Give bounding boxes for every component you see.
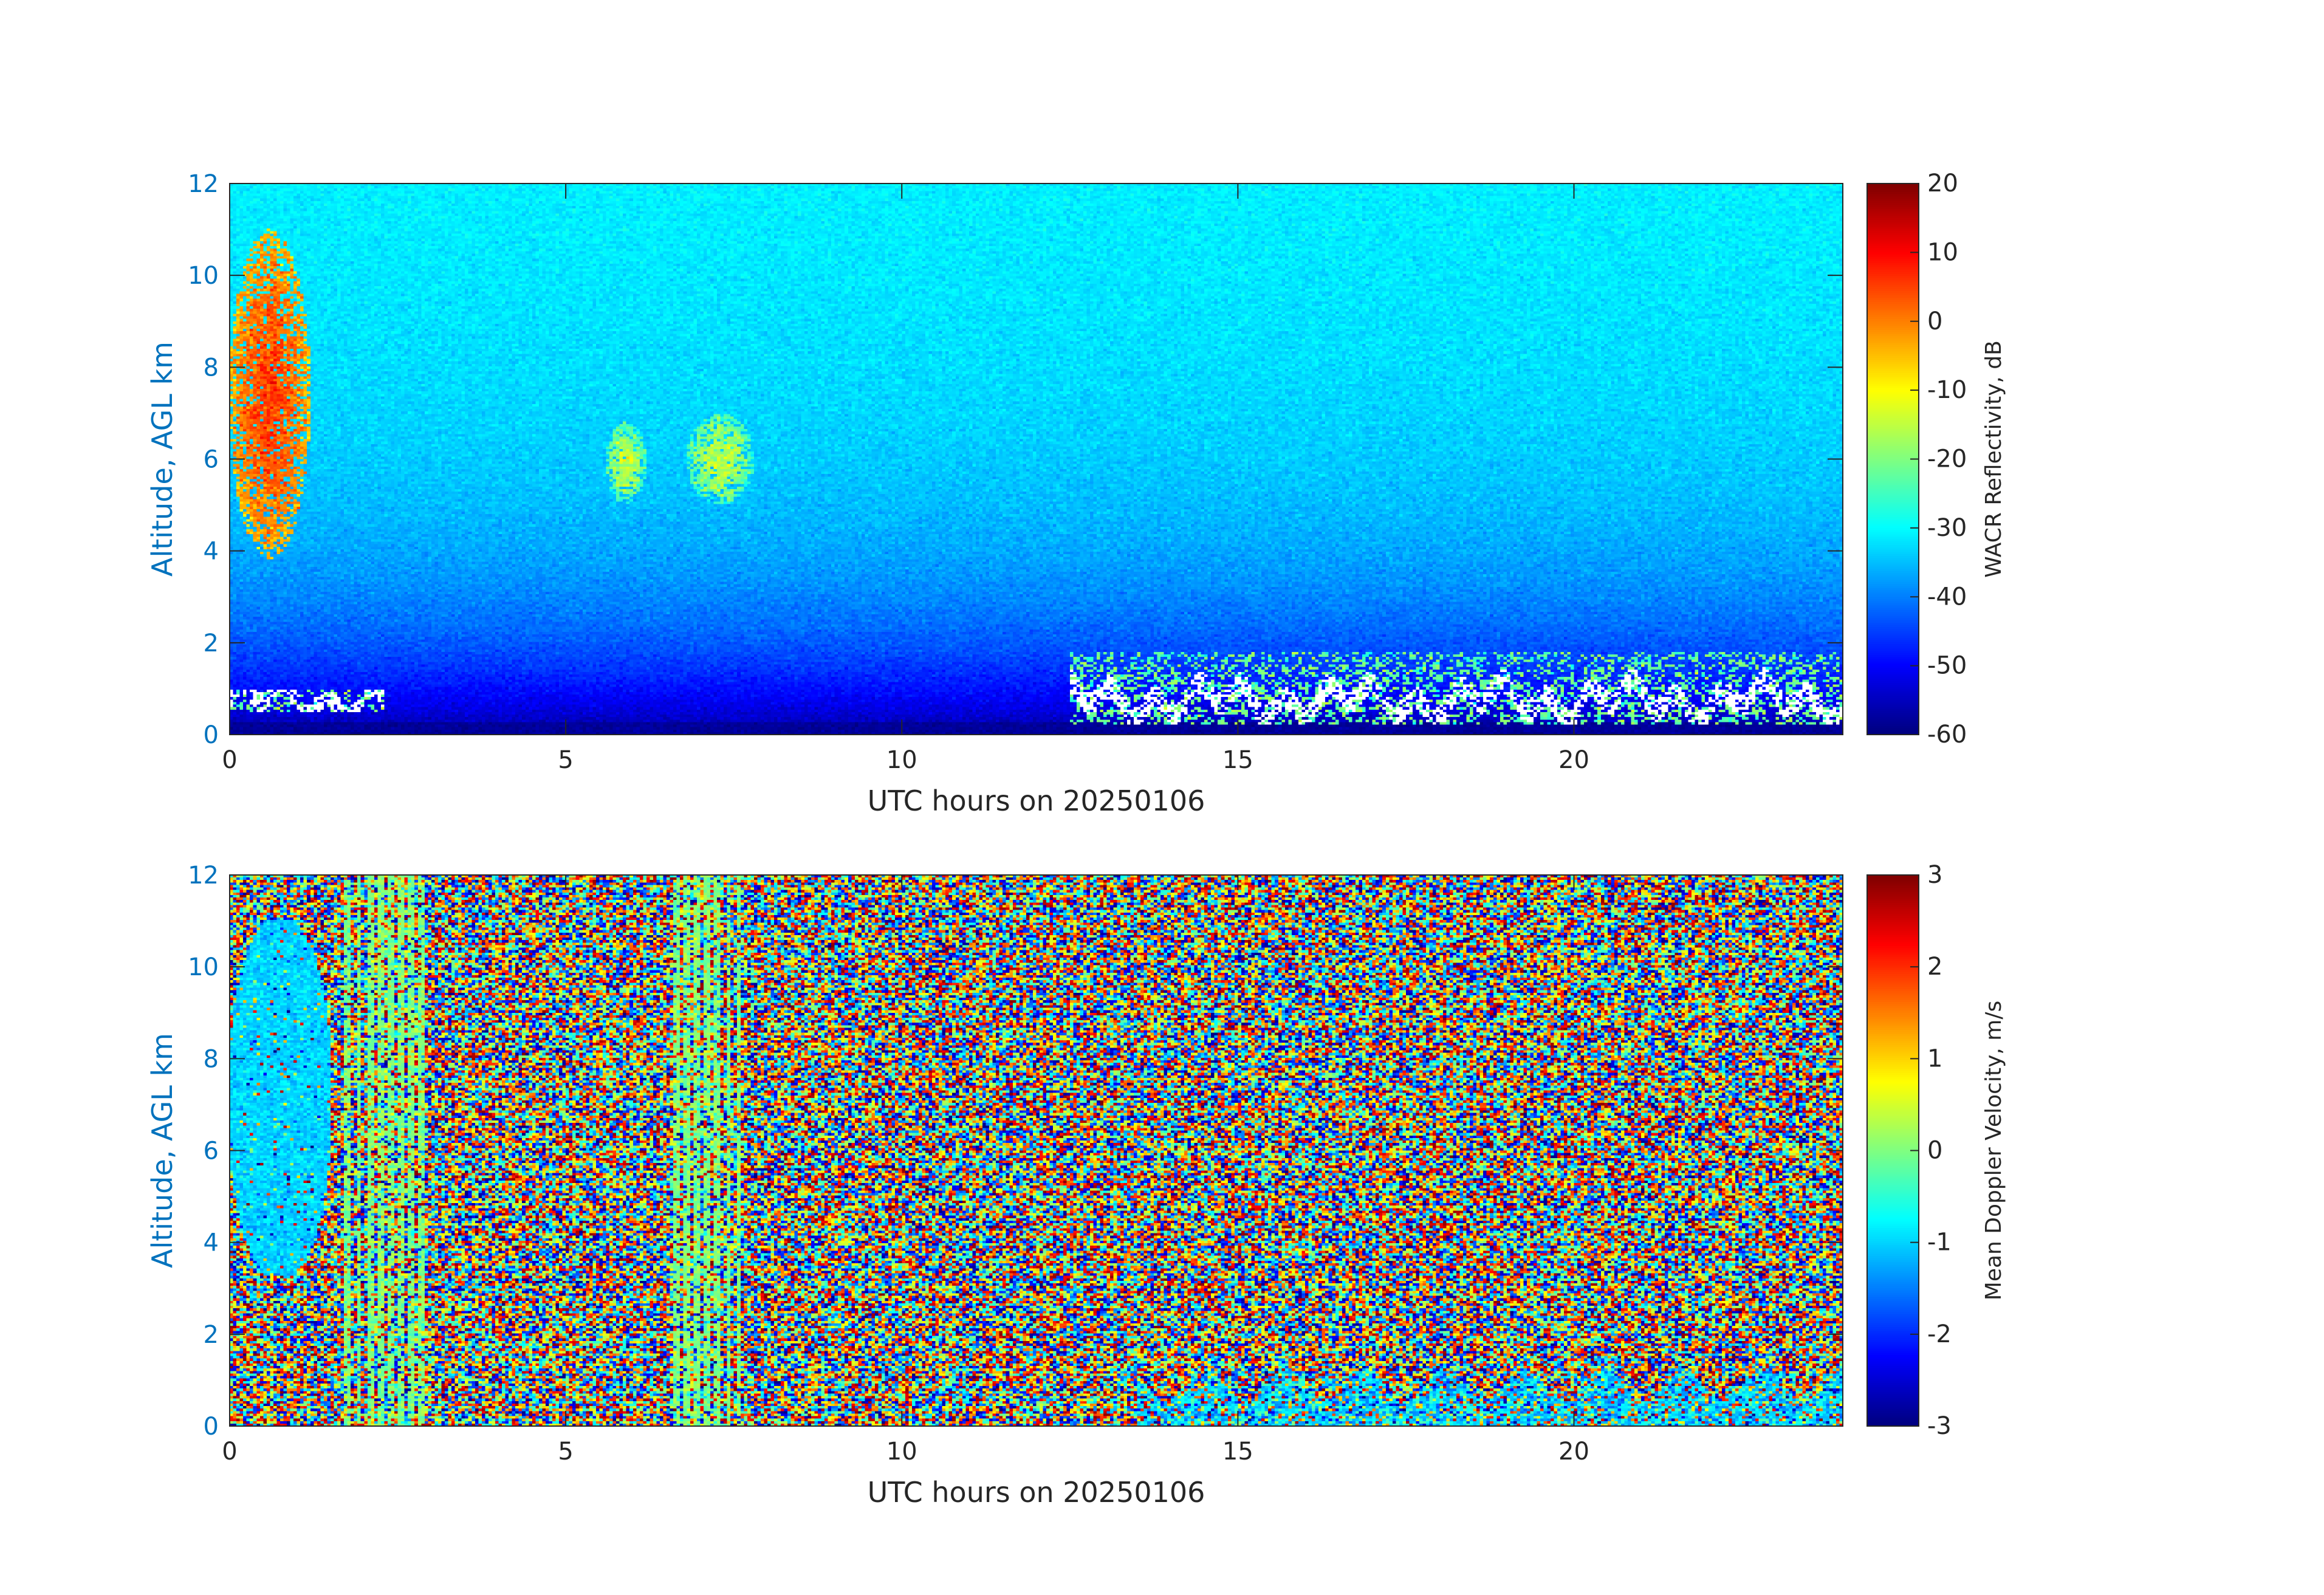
y-tick-label: 12	[188, 170, 219, 198]
colorbar-tick-label: -20	[1927, 445, 1967, 473]
y-tick-label: 0	[204, 721, 219, 749]
reflectivity-heatmap	[230, 184, 1843, 735]
colorbar-tick-label: 20	[1927, 170, 1958, 197]
x-tick-label: 20	[1558, 1438, 1589, 1466]
colorbar-tick-label: 2	[1927, 953, 1942, 981]
y-tick-label: 0	[204, 1413, 219, 1441]
y-tick-label: 12	[188, 862, 219, 890]
colorbar-tick-label: 10	[1927, 238, 1958, 266]
colorbar-tick-label: -50	[1927, 652, 1967, 680]
y-tick-label: 2	[204, 1321, 219, 1349]
y-axis-label: Altitude, AGL km	[146, 341, 179, 577]
x-tick-label: 5	[558, 1438, 573, 1466]
colorbar-tick-label: 0	[1927, 307, 1942, 335]
axes-reflectivity: 0 5 10 15 20 0 2 4 6 8 10 12 UTC hours on 20250106 Al…	[146, 170, 2006, 817]
y-tick-label: 8	[204, 354, 219, 382]
colorbar-tick-label: 3	[1927, 861, 1942, 889]
colorbar-label: Mean Doppler Velocity, m/s	[1981, 1001, 2006, 1300]
y-tick-label: 4	[204, 1229, 219, 1257]
colorbar-tick-label: -30	[1927, 514, 1967, 542]
doppler-velocity-colorbar	[1867, 875, 1919, 1426]
colorbar-label: WACR Reflectivity, dB	[1981, 340, 2006, 578]
x-axis-label: UTC hours on 20250106	[868, 1476, 1205, 1509]
y-tick-label: 6	[204, 446, 219, 474]
x-tick-label: 5	[558, 746, 573, 774]
x-tick-label: 15	[1222, 1438, 1253, 1466]
x-tick-label: 15	[1222, 746, 1253, 774]
colorbar-tick-label: -10	[1927, 376, 1967, 404]
x-axis-label: UTC hours on 20250106	[868, 784, 1205, 817]
y-axis-label: Altitude, AGL km	[146, 1033, 179, 1268]
x-tick-label: 20	[1558, 746, 1589, 774]
colorbar-tick-label: 1	[1927, 1044, 1942, 1072]
plot-frame	[229, 874, 1843, 1427]
x-tick-label: 0	[222, 746, 237, 774]
colorbar-tick-label: 0	[1927, 1137, 1942, 1165]
colorbar-tick-label: -1	[1927, 1229, 1952, 1257]
colorbar-tick-label: -2	[1927, 1320, 1952, 1348]
y-tick-label: 2	[204, 629, 219, 657]
y-tick-label: 6	[204, 1137, 219, 1165]
plot-frame	[229, 183, 1843, 735]
colorbar-tick-label: -3	[1927, 1412, 1952, 1440]
colorbar-tick-label: -40	[1927, 583, 1967, 611]
x-tick-label: 10	[886, 746, 917, 774]
reflectivity-colorbar	[1867, 184, 1919, 735]
x-tick-label: 0	[222, 1438, 237, 1466]
doppler-velocity-heatmap	[230, 875, 1843, 1426]
y-tick-label: 4	[204, 538, 219, 566]
colorbar-tick-label: -60	[1927, 721, 1967, 749]
y-tick-label: 8	[204, 1045, 219, 1073]
y-tick-label: 10	[188, 953, 219, 981]
y-tick-label: 10	[188, 262, 219, 290]
x-tick-label: 10	[886, 1438, 917, 1466]
